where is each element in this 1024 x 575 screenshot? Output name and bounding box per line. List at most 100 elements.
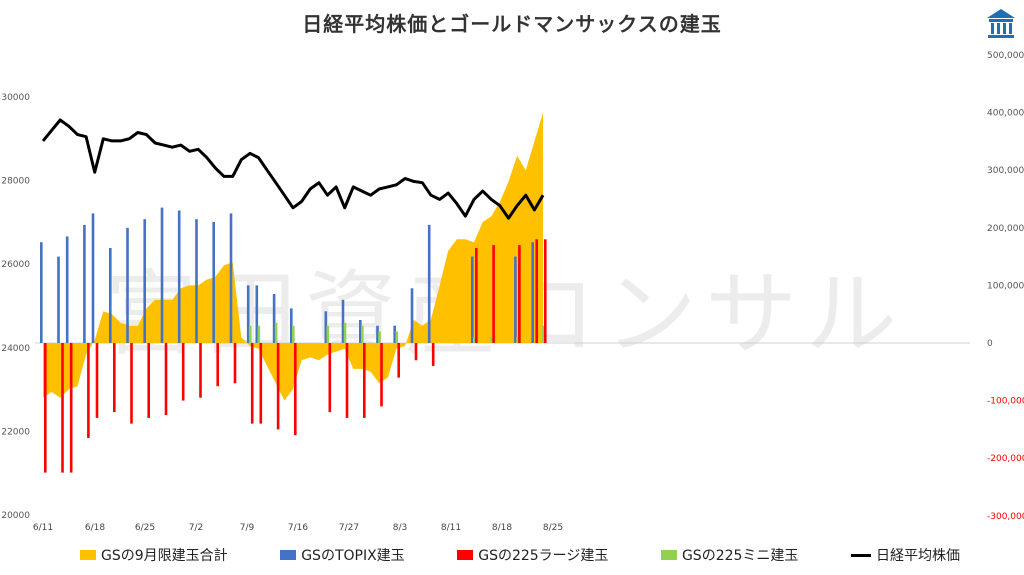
line-nikkei [41,118,545,220]
right-tick-label: 100,000 [987,281,1024,291]
x-tick-label: 6/25 [135,523,155,533]
legend-swatch-futures-total [80,550,96,560]
bar-large225 [397,343,400,378]
bar-mini225 [378,331,381,343]
bar-mini225 [248,325,252,343]
bar-topix [410,288,414,343]
bar-topix [83,224,86,343]
bar-large225 [276,343,280,430]
chart-title: 日経平均株価とゴールドマンサックスの建玉 [302,12,722,36]
right-tick-label: -300,000 [987,512,1024,522]
bar-topix [290,308,293,343]
bar-topix [143,219,146,343]
bar-topix [65,236,69,343]
legend-item-nikkei: 日経平均株価 [850,545,960,565]
legend-swatch-nikkei [850,553,871,557]
right-tick-label: -200,000 [987,454,1024,464]
bar-large225 [259,343,263,424]
bar-large225 [250,343,254,424]
bar-large225 [199,343,202,398]
bar-mini225 [361,325,364,343]
area-futures-total [43,112,543,401]
bar-large225 [414,343,418,361]
bar-topix [195,219,198,343]
left-tick-label: 22000 [1,427,30,437]
legend-item-large225: GSの225ラージ建玉 [457,545,608,565]
bar-large225 [345,343,349,418]
bar-large225 [233,343,237,384]
bar-large225 [95,343,99,418]
bar-large225 [113,343,116,413]
bar-large225 [69,343,73,473]
bar-topix [376,325,379,343]
left-tick-label: 24000 [1,344,30,354]
legend-label-futures-total: GSの9月限建玉合計 [101,548,228,564]
bar-topix [212,222,215,343]
right-tick-label: 200,000 [987,224,1024,234]
bar-topix [57,256,60,343]
legend-label-mini225: GSの225ミニ建玉 [681,548,799,564]
bar-large225 [294,343,297,436]
bar-topix [531,242,534,343]
legend-label-topix: GSのTOPIX建玉 [301,548,405,564]
x-tick-label: 7/2 [189,523,203,533]
x-tick-label: 7/9 [240,523,255,533]
legend-swatch-large225 [457,550,474,560]
bar-topix [341,299,345,343]
bar-mini225 [516,337,519,343]
right-tick-label: 0 [987,339,993,349]
x-tick-label: 8/3 [393,523,407,533]
x-tick-label: 8/18 [492,523,512,533]
x-tick-label: 8/25 [543,523,563,533]
x-tick-label: 7/27 [339,523,359,533]
bar-large225 [216,343,219,387]
bar-large225 [475,248,478,343]
bar-topix [324,311,328,343]
legend-swatch-mini225 [660,550,677,560]
x-tick-label: 8/11 [441,523,461,533]
building-logo-icon [985,7,1017,39]
legend-label-large225: GSの225ラージ建玉 [478,548,609,564]
bar-topix [514,256,517,343]
bar-large225 [363,343,366,418]
legend-item-futures-total: GSの9月限建玉合計 [80,545,228,565]
bar-mini225 [292,325,295,343]
bar-topix [255,285,259,343]
bar-topix [126,227,129,343]
bar-mini225 [343,322,347,343]
bar-mini225 [274,322,278,343]
bar-large225 [431,343,435,366]
bar-topix [427,224,431,343]
left-tick-label: 30000 [1,93,30,103]
bar-large225 [535,239,538,343]
legend-swatch-topix [280,550,297,560]
bar-mini225 [395,331,398,343]
bar-topix [177,210,181,343]
bar-topix [91,213,95,343]
bar-large225 [61,343,64,473]
bar-topix [272,294,276,343]
bar-topix [160,207,164,343]
x-tick-label: 7/16 [288,523,308,533]
left-tick-label: 28000 [1,177,30,187]
bar-large225 [328,343,332,413]
chart-plot: 20000 22000 24000 26000 28000 30000 -300,000 -2… [1,51,1024,533]
bar-large225 [130,343,133,424]
right-tick-label: -100,000 [987,397,1024,407]
bar-topix [246,285,250,343]
bar-large225 [44,343,47,473]
bar-large225 [518,245,521,343]
right-tick-label: 400,000 [987,109,1024,119]
bar-topix [40,242,43,343]
legend-item-topix: GSのTOPIX建玉 [280,545,405,565]
bar-large225 [164,343,168,415]
legend-item-mini225: GSの225ミニ建玉 [660,545,799,565]
bar-topix [393,325,396,343]
bar-mini225 [473,337,476,343]
legend: GSの9月限建玉合計 GSのTOPIX建玉 GSの225ラージ建玉 GSの225… [80,545,960,565]
bar-large225 [544,239,547,343]
legend-label-nikkei: 日経平均株価 [875,548,960,564]
bar-topix [471,256,474,343]
bar-large225 [380,343,383,407]
bar-topix [109,248,112,343]
